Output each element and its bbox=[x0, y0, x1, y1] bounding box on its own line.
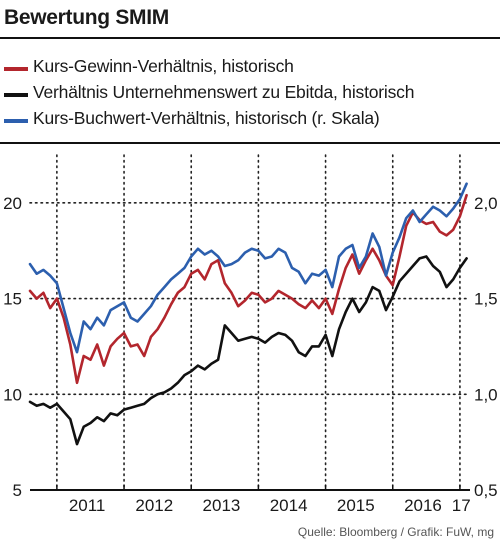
legend-label-kbv: Kurs-Buchwert-Verhältnis, historisch (r.… bbox=[33, 108, 380, 128]
left-tick-label-15: 15 bbox=[3, 290, 22, 309]
x-tick-label-2016: 2016 bbox=[404, 496, 442, 515]
legend-rule bbox=[0, 142, 500, 144]
series-line-kgv bbox=[28, 193, 468, 385]
chart-plot: 5 10 15 20 0,5 1,0 1,5 2,0 2011 2012 2013 2014 2015 2… bbox=[3, 154, 498, 515]
x-tick-label-2012: 2012 bbox=[135, 496, 173, 515]
legend-swatch-kbv bbox=[4, 119, 28, 123]
legend-item-kbv: Kurs-Buchwert-Verhältnis, historisch (r.… bbox=[0, 108, 500, 134]
x-tick-label-2011: 2011 bbox=[69, 496, 106, 515]
legend-item-ev-ebitda: Verhältnis Unternehmenswert zu Ebitda, h… bbox=[0, 82, 500, 108]
x-tick-label-2015: 2015 bbox=[337, 496, 375, 515]
legend-swatch-kgv bbox=[4, 67, 28, 71]
source-note: Quelle: Bloomberg / Grafik: FuW, mg bbox=[297, 525, 494, 539]
left-tick-label-10: 10 bbox=[3, 385, 22, 404]
chart-title: Bewertung SMIM bbox=[4, 6, 169, 29]
right-tick-label-0,5: 0,5 bbox=[474, 481, 498, 500]
left-tick-label-5: 5 bbox=[13, 481, 22, 500]
right-tick-label-1,5: 1,5 bbox=[474, 290, 498, 309]
series-line-ev-ebitda bbox=[28, 255, 468, 446]
left-tick-label-20: 20 bbox=[3, 194, 22, 213]
legend-item-kgv: Kurs-Gewinn-Verhältnis, historisch bbox=[0, 56, 500, 82]
right-tick-label-2,0: 2,0 bbox=[474, 194, 498, 213]
x-tick-label-2014: 2014 bbox=[270, 496, 308, 515]
x-tick-label-17: 17 bbox=[452, 496, 471, 515]
x-tick-label-2013: 2013 bbox=[203, 496, 241, 515]
legend-label-kgv: Kurs-Gewinn-Verhältnis, historisch bbox=[33, 56, 294, 76]
title-rule bbox=[0, 37, 500, 39]
legend: Kurs-Gewinn-Verhältnis, historisch Verhä… bbox=[0, 56, 500, 134]
series-line-kbv bbox=[28, 182, 468, 354]
legend-swatch-ev-ebitda bbox=[4, 93, 28, 97]
legend-label-ev-ebitda: Verhältnis Unternehmenswert zu Ebitda, h… bbox=[33, 82, 415, 102]
right-tick-label-1,0: 1,0 bbox=[474, 385, 498, 404]
